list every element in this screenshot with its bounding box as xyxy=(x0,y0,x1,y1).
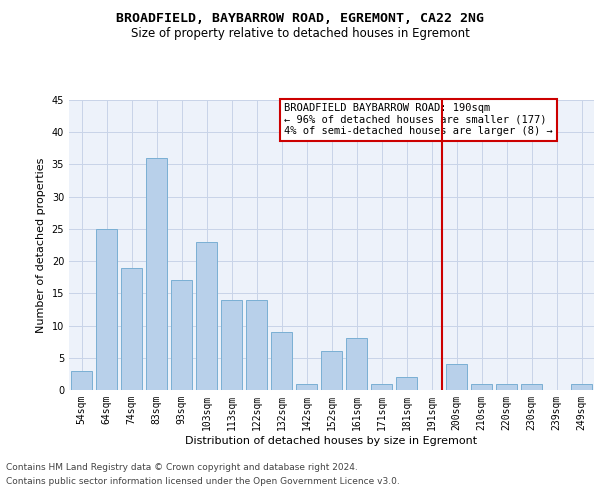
Bar xyxy=(96,229,117,390)
Text: Contains public sector information licensed under the Open Government Licence v3: Contains public sector information licen… xyxy=(6,477,400,486)
Bar xyxy=(446,364,467,390)
Bar xyxy=(246,300,267,390)
Text: Contains HM Land Registry data © Crown copyright and database right 2024.: Contains HM Land Registry data © Crown c… xyxy=(6,464,358,472)
Text: Size of property relative to detached houses in Egremont: Size of property relative to detached ho… xyxy=(131,28,469,40)
Bar xyxy=(571,384,592,390)
X-axis label: Distribution of detached houses by size in Egremont: Distribution of detached houses by size … xyxy=(185,436,478,446)
Bar xyxy=(396,377,417,390)
Bar xyxy=(296,384,317,390)
Bar xyxy=(471,384,492,390)
Y-axis label: Number of detached properties: Number of detached properties xyxy=(36,158,46,332)
Bar xyxy=(321,352,342,390)
Text: BROADFIELD BAYBARROW ROAD: 190sqm
← 96% of detached houses are smaller (177)
4% : BROADFIELD BAYBARROW ROAD: 190sqm ← 96% … xyxy=(284,103,553,136)
Text: BROADFIELD, BAYBARROW ROAD, EGREMONT, CA22 2NG: BROADFIELD, BAYBARROW ROAD, EGREMONT, CA… xyxy=(116,12,484,26)
Bar xyxy=(196,242,217,390)
Bar xyxy=(146,158,167,390)
Bar xyxy=(496,384,517,390)
Bar xyxy=(371,384,392,390)
Bar xyxy=(121,268,142,390)
Bar xyxy=(171,280,192,390)
Bar xyxy=(271,332,292,390)
Bar xyxy=(346,338,367,390)
Bar xyxy=(221,300,242,390)
Bar xyxy=(521,384,542,390)
Bar xyxy=(71,370,92,390)
